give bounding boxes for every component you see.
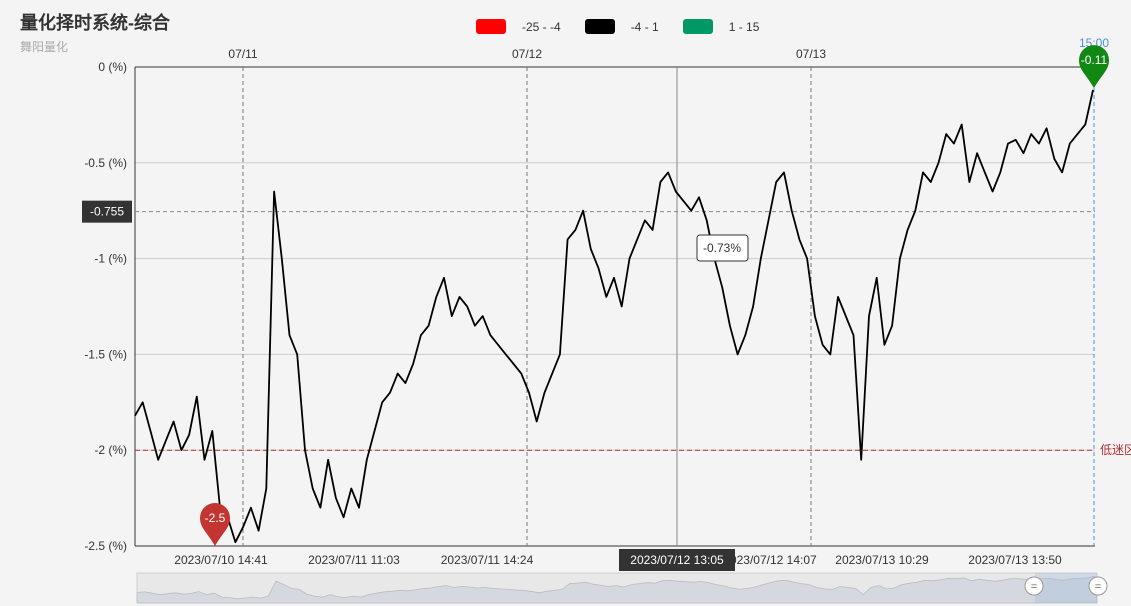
current-value-label: -0.755 [90,205,124,219]
x-tick-label: 2023/07/12 14:07 [723,553,817,567]
chart-title: 量化择时系统-综合 [20,13,170,33]
max-marker-pin [1079,45,1109,89]
datazoom-handle-left-icon: = [1031,581,1037,593]
last-time-label: 15:00 [1079,36,1109,50]
datazoom-preview [136,575,1098,604]
x-pointer-label: 2023/07/12 13:05 [630,553,724,567]
x-tick-label: 2023/07/13 10:29 [835,553,929,567]
datazoom-handle-left[interactable] [1024,576,1044,596]
x-tick-label: 2023/07/10 14:41 [174,553,268,567]
series-line [134,89,1094,544]
y-tick-label: -1 (%) [94,252,127,266]
legend-swatch-red [476,19,506,34]
day-label: 07/11 [228,47,257,61]
day-label: 07/13 [796,47,826,61]
min-marker-label: -2.5 [205,511,226,525]
legend-label-black: -4 - 1 [630,19,659,34]
datazoom-handle-right[interactable] [1088,576,1108,596]
y-tick-label: -2 (%) [94,443,127,457]
low-zone-label: 低迷区 [1100,443,1131,457]
y-tick-label: -0.5 (%) [84,156,127,170]
x-tick-label: 2023/07/11 14:24 [441,553,534,567]
max-marker-label: -0.11 [1081,53,1108,67]
y-tick-label: -1.5 (%) [84,347,127,361]
current-value-badge [82,200,132,223]
legend-label-green: 1 - 15 [728,19,760,34]
chart-subtitle: 舞阳量化 [20,40,69,54]
legend-swatch-green [682,19,713,34]
legend-swatch-black [584,19,615,34]
tooltip-box [696,234,749,262]
day-label: 07/12 [512,47,542,61]
legend-item-black[interactable]: -4 - 1 [584,19,659,34]
datazoom-handle-right-icon: = [1095,581,1101,593]
x-pointer-badge [619,549,735,571]
y-tick-label: -2.5 (%) [84,539,127,553]
legend-item-red[interactable]: -25 - -4 [476,19,561,34]
legend-label-red: -25 - -4 [522,19,561,34]
x-tick-label: 2023/07/13 13:50 [968,553,1062,567]
datazoom-selection [1035,573,1097,603]
min-marker-pin [200,503,230,546]
y-tick-label: 0 (%) [98,60,127,74]
legend: -25 - -4 -4 - 1 1 - 15 [476,19,783,34]
legend-item-green[interactable]: 1 - 15 [682,19,760,34]
tooltip-text: -0.73% [703,241,741,255]
x-tick-label: 2023/07/11 11:03 [308,553,400,567]
